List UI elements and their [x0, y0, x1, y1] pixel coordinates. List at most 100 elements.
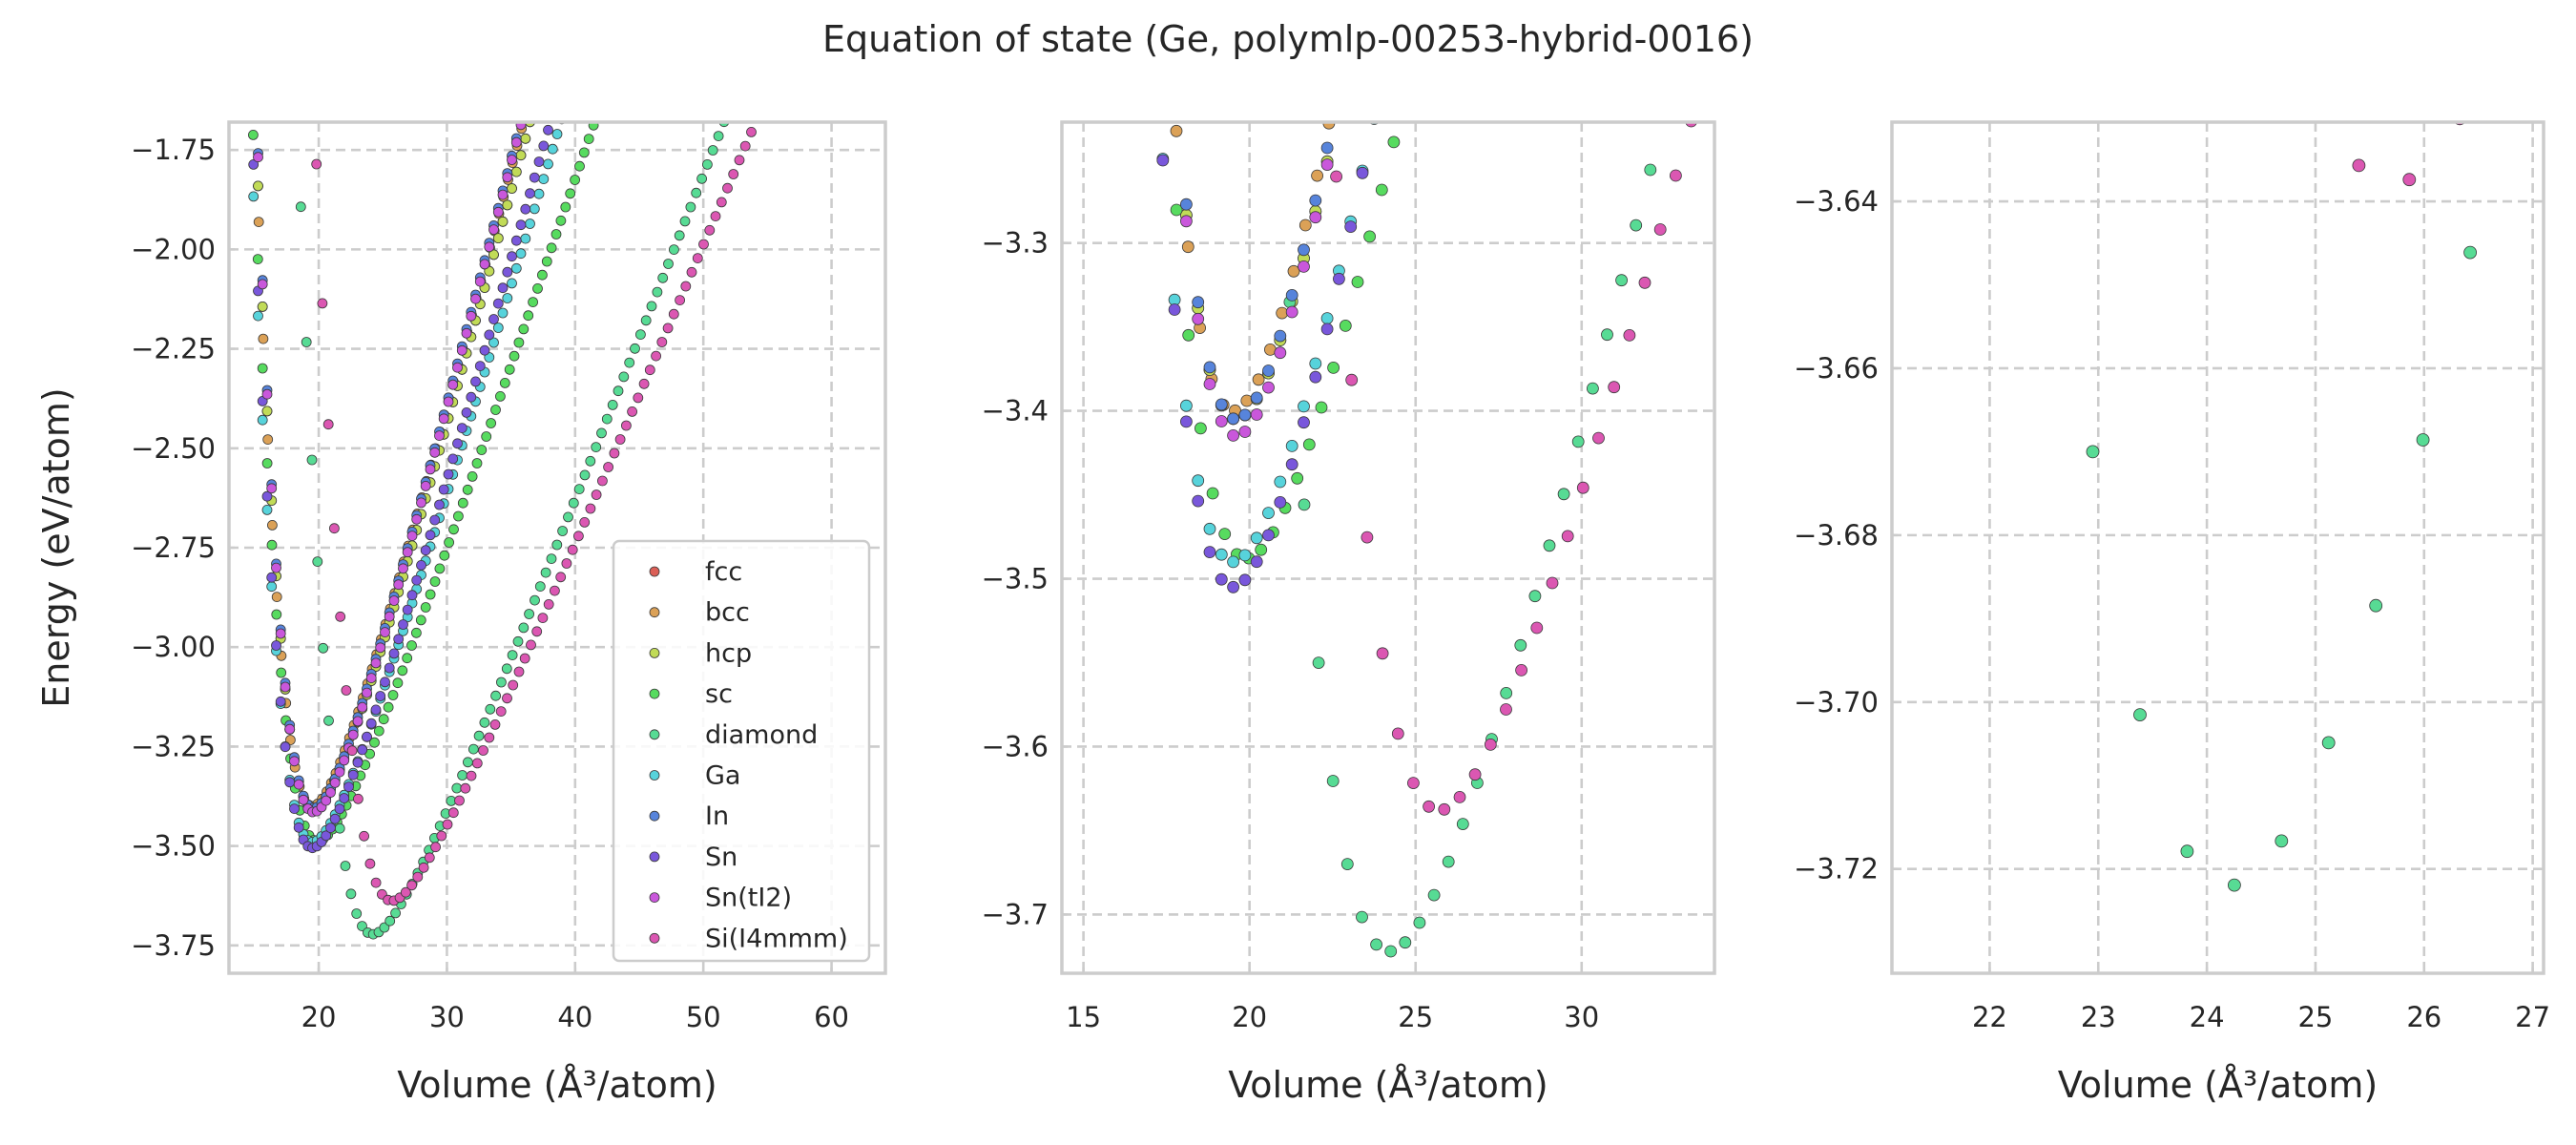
data-point [1370, 938, 1382, 951]
data-point [347, 769, 359, 781]
data-point [548, 110, 557, 119]
data-point [502, 266, 513, 278]
data-point [418, 862, 429, 873]
data-point [261, 388, 273, 400]
y-tick-label: −3.5 [982, 563, 1049, 595]
data-point [531, 626, 543, 637]
legend-label: Sn [705, 843, 737, 872]
data-point [461, 327, 472, 339]
data-point [328, 523, 340, 534]
data-point [490, 405, 501, 415]
data-point [656, 337, 668, 347]
data-point [343, 781, 354, 792]
data-point [384, 611, 395, 622]
data-point [443, 468, 454, 480]
data-point [570, 175, 580, 185]
x-tick-label: 20 [1232, 1001, 1267, 1033]
data-point [2416, 433, 2430, 447]
data-point [530, 594, 540, 606]
data-point [416, 497, 426, 509]
legend-marker [649, 932, 660, 944]
data-point [1351, 276, 1364, 288]
data-point [253, 180, 263, 192]
data-point [479, 717, 490, 728]
data-point [501, 663, 512, 675]
data-point [1653, 223, 1667, 236]
legend-marker [649, 566, 660, 577]
data-point [692, 253, 703, 264]
x-tick-label: 24 [2190, 1001, 2225, 1033]
legend-marker [649, 648, 660, 658]
data-point [1356, 910, 1368, 924]
data-point [1484, 739, 1497, 751]
data-point [710, 211, 721, 222]
data-point [362, 687, 372, 698]
data-point [456, 344, 467, 356]
data-point [574, 160, 585, 172]
y-tick-label: −3.7 [982, 898, 1049, 930]
data-point [1327, 361, 1340, 374]
data-point [538, 140, 550, 152]
data-point [644, 364, 655, 376]
data-point [513, 337, 525, 348]
data-point [1285, 439, 1298, 452]
data-point [543, 599, 554, 610]
data-point [402, 604, 413, 615]
data-point [420, 480, 431, 491]
legend-item: bcc [649, 598, 750, 628]
data-point [488, 314, 499, 324]
data-point [484, 241, 495, 253]
data-point [456, 423, 467, 434]
x-tick-label: 26 [2406, 1001, 2441, 1033]
data-point [1543, 539, 1556, 552]
data-point [485, 703, 496, 715]
data-point [364, 858, 376, 869]
data-point [312, 556, 323, 567]
data-point [492, 206, 504, 218]
data-point [484, 732, 495, 743]
data-point [293, 779, 304, 790]
data-point [1285, 458, 1298, 471]
data-point [293, 822, 304, 833]
data-point [1387, 135, 1401, 149]
data-point [266, 539, 278, 551]
data-point [347, 729, 359, 740]
data-point [513, 666, 525, 677]
data-point [1407, 777, 1420, 789]
data-point [502, 693, 512, 704]
data-point [1500, 703, 1512, 716]
data-point [341, 685, 352, 696]
data-point [547, 143, 558, 155]
data-point [1238, 426, 1252, 438]
data-point [357, 701, 368, 713]
data-point [411, 574, 423, 586]
data-point [390, 907, 402, 919]
data-point [357, 921, 367, 931]
data-point [375, 691, 386, 701]
data-point [1250, 391, 1263, 405]
data-point [702, 158, 713, 170]
data-point [713, 131, 724, 142]
series-Sn [1156, 122, 1379, 593]
legend-label: Si(I4mmm) [705, 924, 848, 953]
legend-label: In [705, 802, 729, 831]
data-point [638, 378, 650, 389]
data-point [2275, 834, 2289, 848]
legend-marker [649, 851, 660, 863]
data-point [1601, 328, 1613, 342]
data-point [515, 150, 527, 161]
data-point [1315, 401, 1328, 414]
data-point [1298, 498, 1311, 511]
series-Si(I4mmm) [311, 122, 760, 906]
data-point [2369, 598, 2383, 613]
data-point [257, 363, 268, 374]
data-point [467, 743, 479, 755]
data-point [555, 572, 567, 583]
panel-zoom-mid: 15 20 25 30 −3.3 −3.4 −3.5 −3.6 −3.7 Volume (Å³/a… [982, 120, 1716, 1106]
legend-item: Sn [649, 843, 737, 872]
data-point [1438, 802, 1451, 816]
data-point [321, 795, 332, 806]
data-point [502, 199, 513, 211]
data-point [439, 550, 450, 561]
data-point [380, 627, 390, 637]
